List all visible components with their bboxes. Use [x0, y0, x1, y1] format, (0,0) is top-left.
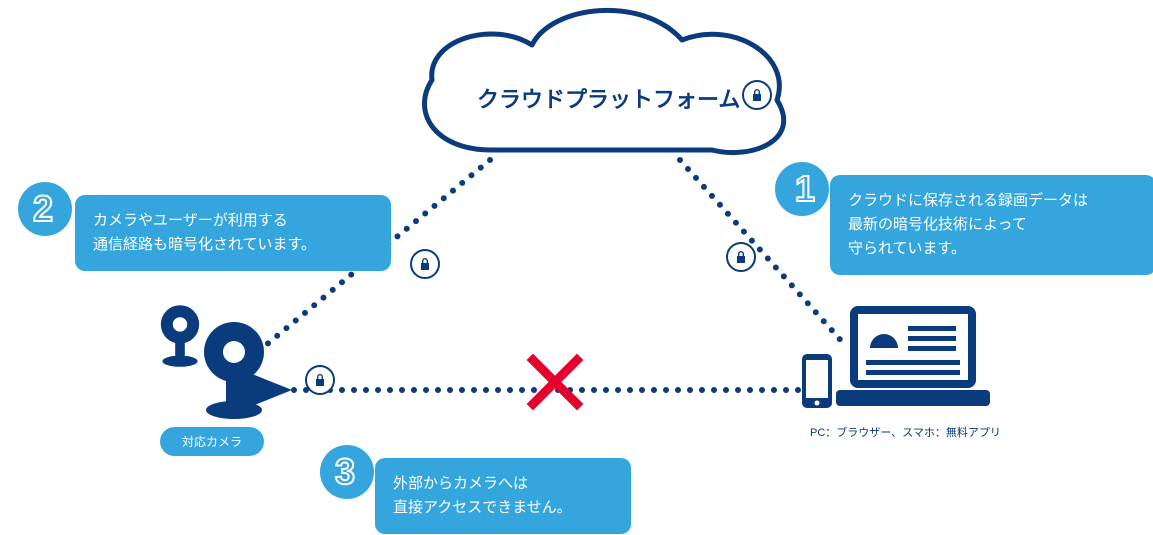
lock-icon [410, 249, 440, 279]
callout-2-line2: 通信経路も暗号化されています。 [93, 233, 373, 257]
phone-icon [802, 354, 832, 408]
callout-3-line2: 直接アクセスできません。 [393, 496, 613, 520]
camera-label: 対応カメラ [160, 427, 264, 456]
cloud-title: クラウドプラットフォーム [477, 82, 740, 114]
camera-node [150, 302, 280, 422]
badge-2: 2 [18, 182, 72, 236]
lock-icon [305, 365, 335, 395]
camera-icon [150, 302, 280, 422]
client-label: PC：ブラウザー、スマホ：無料アプリ [810, 424, 1001, 440]
cross-icon [525, 352, 585, 412]
svg-text:1: 1 [795, 169, 815, 209]
badge-1: 1 [775, 162, 829, 216]
callout-3-line1: 外部からカメラへは [393, 472, 613, 496]
lock-icon [742, 80, 772, 110]
callout-3: 外部からカメラへは 直接アクセスできません。 [375, 458, 631, 534]
lock-icon [726, 242, 756, 272]
callout-1: クラウドに保存される録画データは 最新の暗号化技術によって 守られています。 [830, 175, 1153, 275]
client-node [800, 300, 990, 420]
callout-2: カメラやユーザーが利用する 通信経路も暗号化されています。 [75, 195, 391, 271]
callout-1-line2: 最新の暗号化技術によって [848, 213, 1138, 237]
laptop-icon [800, 300, 990, 420]
cloud-platform: クラウドプラットフォーム [382, 0, 812, 170]
callout-1-line1: クラウドに保存される録画データは [848, 189, 1138, 213]
svg-text:3: 3 [335, 452, 355, 492]
callout-2-line1: カメラやユーザーが利用する [93, 209, 373, 233]
badge-3: 3 [320, 445, 374, 499]
svg-text:2: 2 [33, 189, 53, 229]
callout-1-line3: 守られています。 [848, 237, 1138, 261]
